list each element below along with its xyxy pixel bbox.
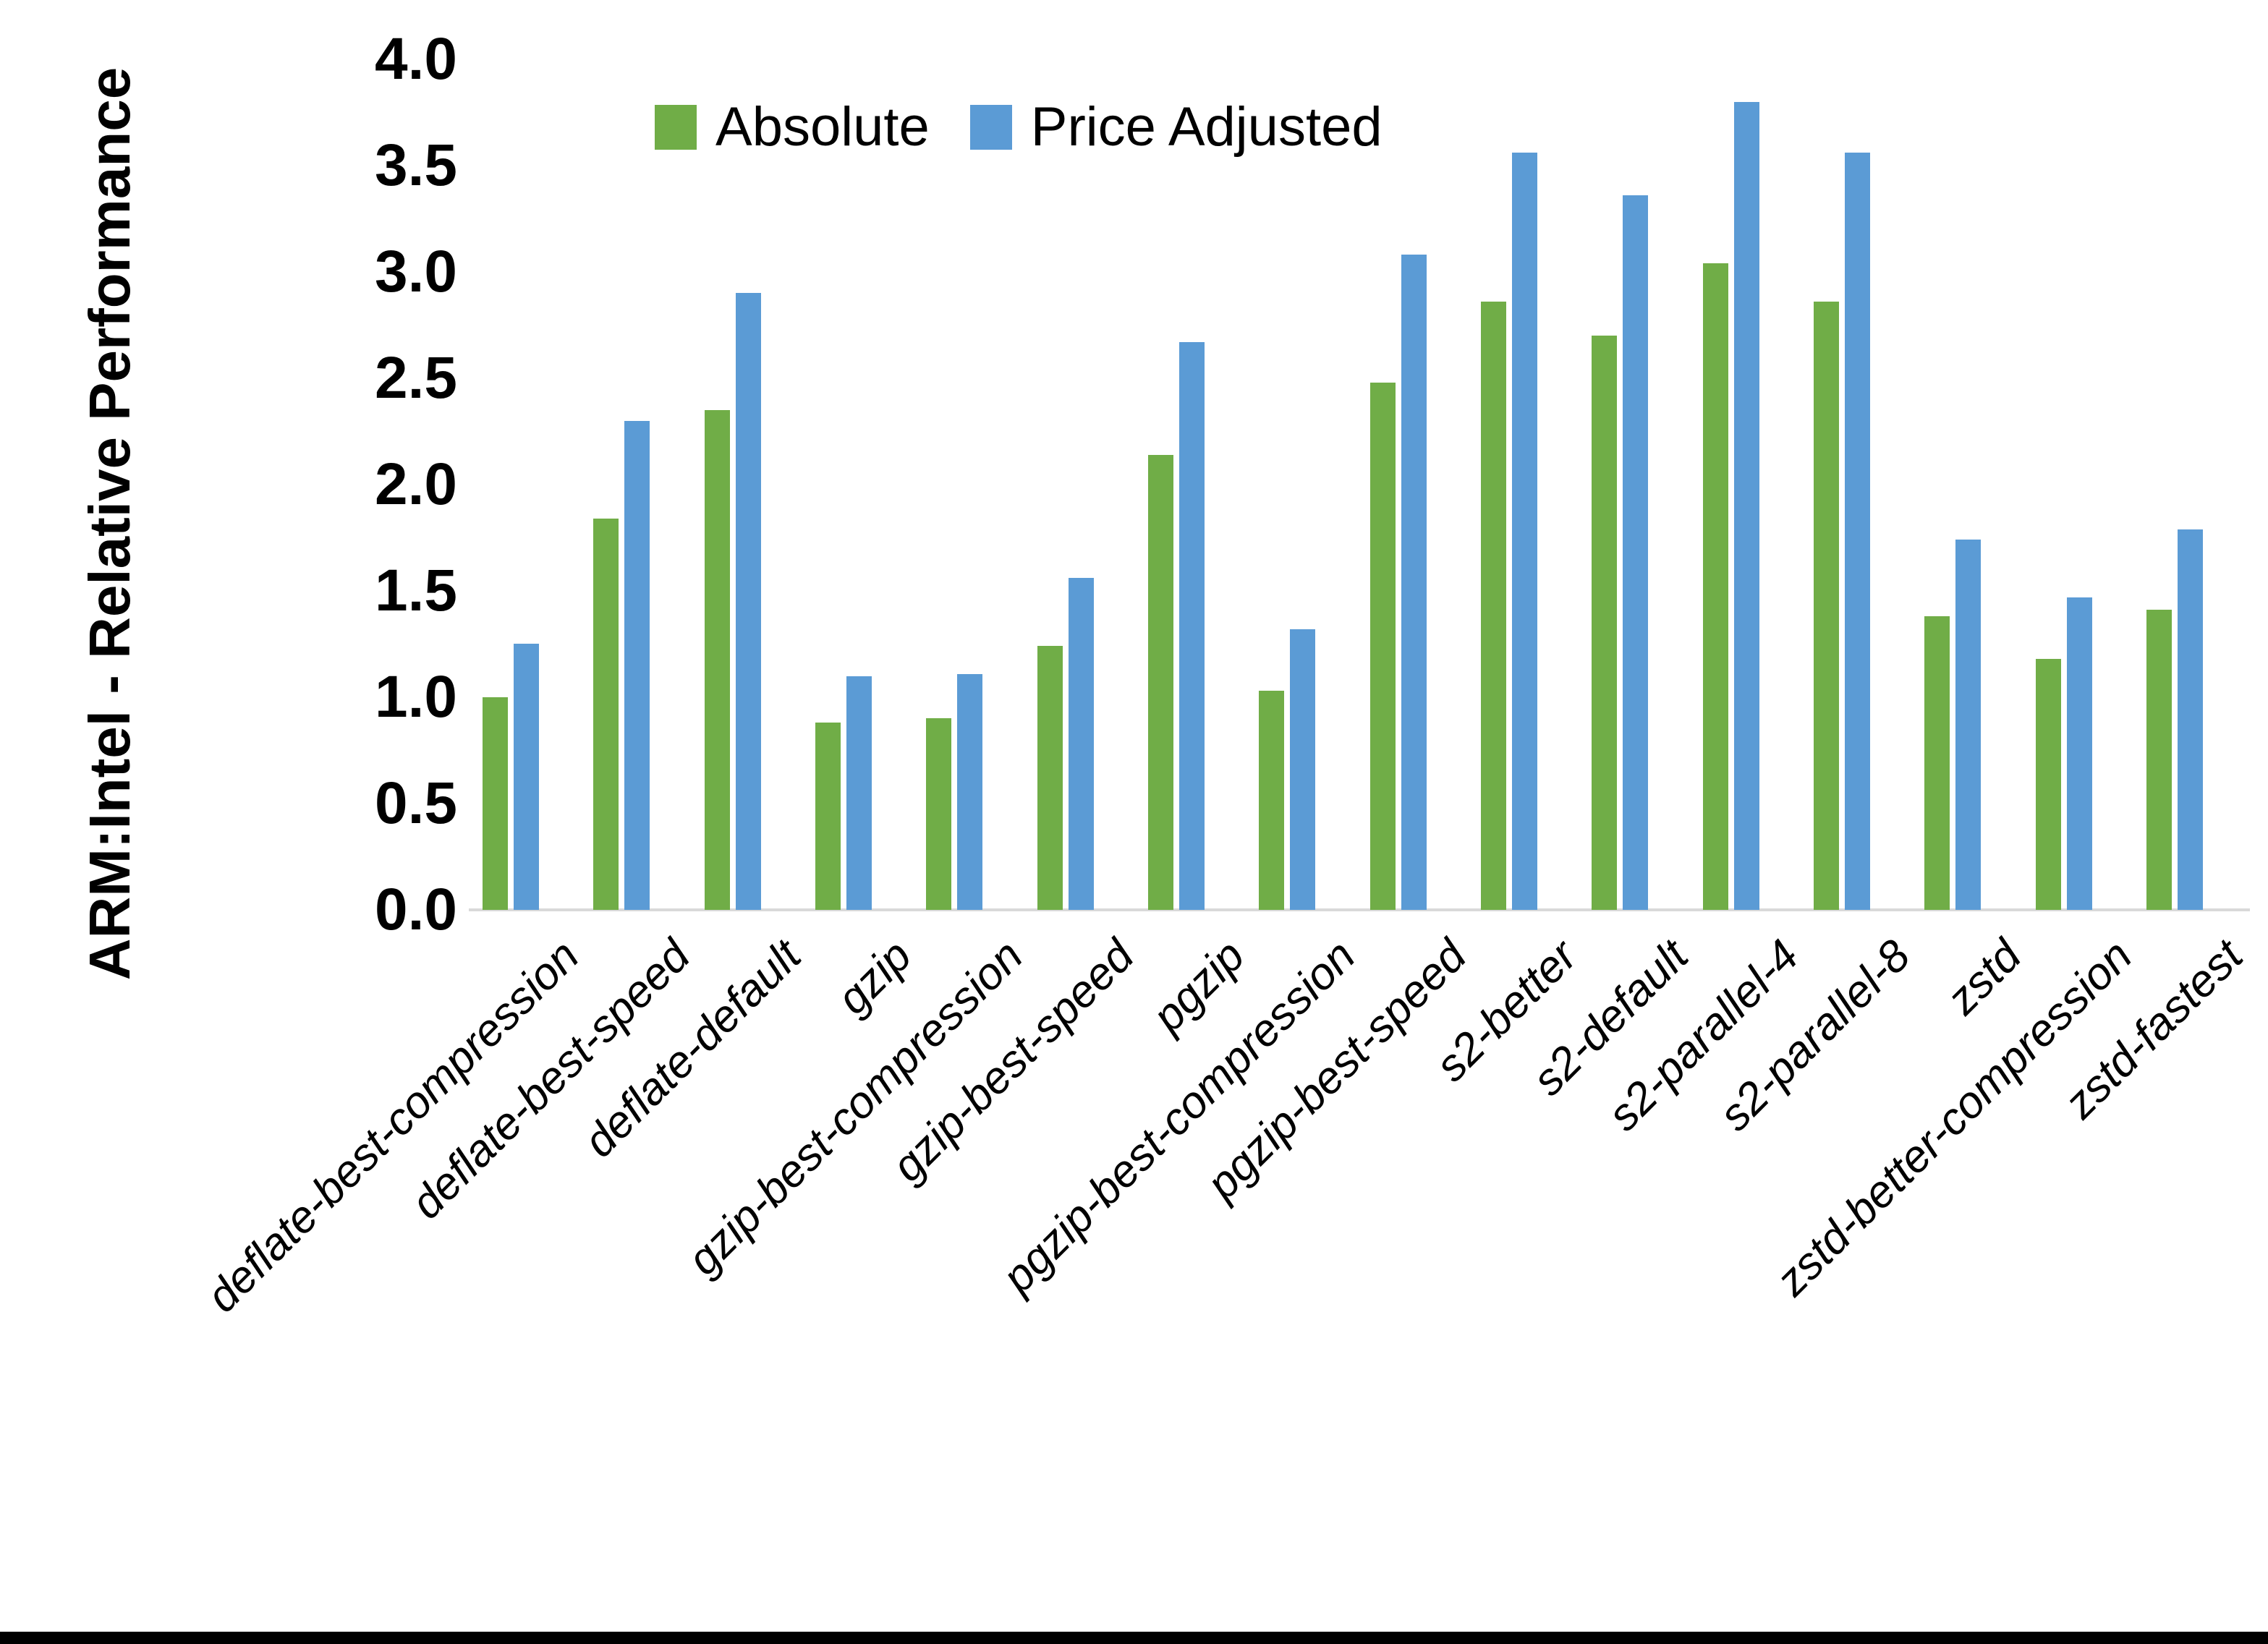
y-axis-title: ARM:Intel - Relative Performance [77,67,142,981]
bar-absolute [1370,383,1396,910]
legend-label: Price Adjusted [1030,96,1383,158]
bar-absolute [1259,691,1284,910]
bar-price-adjusted [1401,255,1427,910]
y-tick-label: 2.0 [375,451,457,517]
legend-swatch-icon [655,104,697,150]
bar-absolute [1148,455,1173,910]
bar-absolute [1481,302,1506,910]
x-category-label: gzip [828,930,922,1024]
y-tick-label: 2.5 [375,345,457,411]
bar-absolute [2146,610,2172,910]
bar-absolute [815,723,841,910]
bar-absolute [2036,659,2061,910]
bar-price-adjusted [2178,529,2203,910]
legend-swatch-icon [969,104,1012,150]
y-tick-label: 3.5 [375,132,457,198]
bar-absolute [593,519,619,910]
bar-absolute [1037,646,1063,910]
bar-absolute [1703,263,1728,910]
bar-price-adjusted [1734,102,1759,910]
y-tick-label: 0.0 [375,877,457,942]
bar-absolute [1592,336,1617,910]
bar-price-adjusted [1623,195,1648,910]
y-tick-label: 1.5 [375,558,457,623]
bar-price-adjusted [624,421,650,910]
bar-absolute [483,697,508,910]
bar-price-adjusted [846,676,872,910]
bar-price-adjusted [736,293,761,910]
bar-price-adjusted [1845,153,1870,910]
y-tick-label: 1.0 [375,664,457,730]
y-tick-label: 0.5 [375,770,457,836]
bar-absolute [1814,302,1839,910]
x-category-label: zstd [1937,930,2031,1024]
legend-item-price-adjusted: Price Adjusted [969,95,1383,158]
bar-price-adjusted [1069,578,1094,910]
chart-legend: Absolute Price Adjusted [655,95,1383,158]
bar-absolute [705,410,730,910]
bottom-border-strip [0,1632,2268,1644]
bar-price-adjusted [1955,540,1981,910]
x-axis-line [469,908,2250,911]
bar-price-adjusted [1512,153,1537,910]
y-tick-label: 3.0 [375,239,457,304]
legend-label: Absolute [715,96,930,158]
bar-price-adjusted [957,674,982,910]
legend-item-absolute: Absolute [655,95,930,158]
bar-price-adjusted [2067,597,2092,910]
y-tick-label: 4.0 [375,26,457,92]
bar-price-adjusted [514,644,539,910]
bar-absolute [1924,616,1950,910]
bar-absolute [926,718,951,910]
bar-price-adjusted [1179,342,1205,910]
bar-price-adjusted [1290,629,1315,910]
